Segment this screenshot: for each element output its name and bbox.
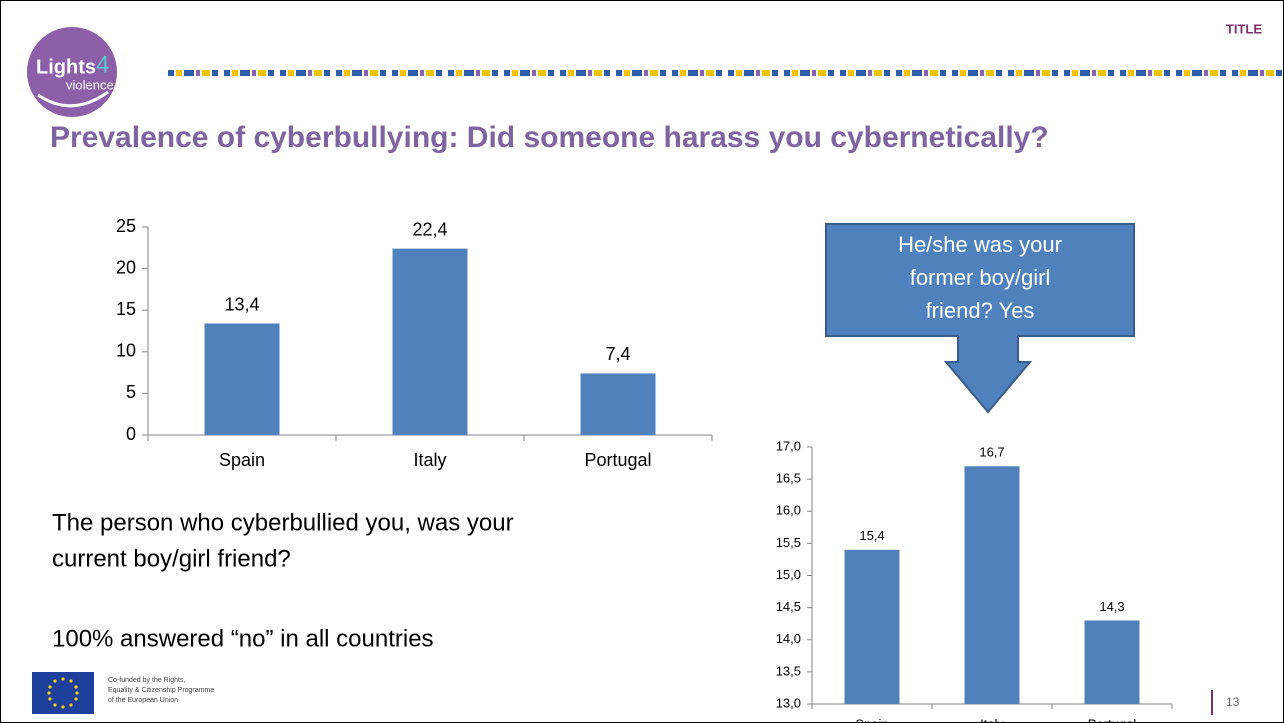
- y-tick-label: 15,5: [776, 535, 801, 550]
- y-tick-label: 0: [126, 424, 136, 444]
- x-tick-label: Spain: [855, 716, 888, 723]
- logo-number: 4: [96, 51, 109, 78]
- callout-line: friend? Yes: [926, 298, 1035, 323]
- x-tick-label: Portugal: [584, 450, 651, 470]
- y-tick-label: 15: [116, 299, 136, 319]
- body-question: current boy/girl friend?: [52, 545, 291, 572]
- y-tick-label: 16,0: [776, 503, 801, 518]
- body-question: The person who cyberbullied you, was you…: [52, 509, 514, 536]
- data-label: 15,4: [859, 528, 884, 543]
- data-label: 7,4: [605, 344, 630, 364]
- slide-title: Prevalence of cyberbullying: Did someone…: [50, 121, 1049, 154]
- logo-word: Lights: [36, 56, 96, 78]
- eu-stars: [47, 677, 79, 709]
- x-tick-label: Spain: [219, 450, 265, 470]
- logo-circle: [27, 27, 117, 117]
- data-label: 22,4: [412, 219, 447, 239]
- header-tag: TITLE: [1226, 21, 1262, 36]
- y-tick-label: 16,5: [776, 471, 801, 486]
- y-tick-label: 14,0: [776, 631, 801, 646]
- logo-swoosh: [37, 90, 109, 108]
- callout-line: former boy/girl: [910, 265, 1051, 290]
- x-tick-label: Italy: [413, 450, 446, 470]
- funding-text: of the European Union: [108, 697, 178, 704]
- bar: [844, 549, 900, 704]
- y-tick-label: 20: [116, 257, 136, 277]
- bar: [580, 373, 656, 435]
- y-tick-label: 17,0: [776, 438, 801, 453]
- callout-line: He/she was your: [898, 232, 1062, 257]
- x-tick-label: Portugal: [1088, 716, 1137, 723]
- y-tick-label: 13,0: [776, 695, 801, 710]
- bar: [964, 466, 1020, 704]
- bar: [392, 248, 468, 435]
- y-tick-label: 10: [116, 341, 136, 361]
- logo-sub: violence: [66, 77, 114, 92]
- x-tick-label: Italy: [980, 716, 1004, 723]
- data-label: 13,4: [224, 294, 259, 314]
- body-answer: 100% answered “no” in all countries: [52, 625, 434, 652]
- data-label: 16,7: [979, 445, 1004, 460]
- bar: [1084, 620, 1140, 704]
- funding-text: Co-funded by the Rights,: [108, 677, 185, 684]
- y-tick-label: 5: [126, 382, 136, 402]
- funding-text: Equality & Citizenship Programme: [108, 687, 214, 694]
- bar: [204, 323, 280, 435]
- y-tick-label: 14,5: [776, 599, 801, 614]
- y-tick-label: 15,0: [776, 567, 801, 582]
- data-label: 14,3: [1099, 599, 1124, 614]
- y-tick-label: 25: [116, 216, 136, 236]
- y-tick-label: 13,5: [776, 663, 801, 678]
- callout-shape: [825, 223, 1135, 414]
- decor-line: [165, 70, 1284, 76]
- page-number: 13: [1226, 695, 1240, 709]
